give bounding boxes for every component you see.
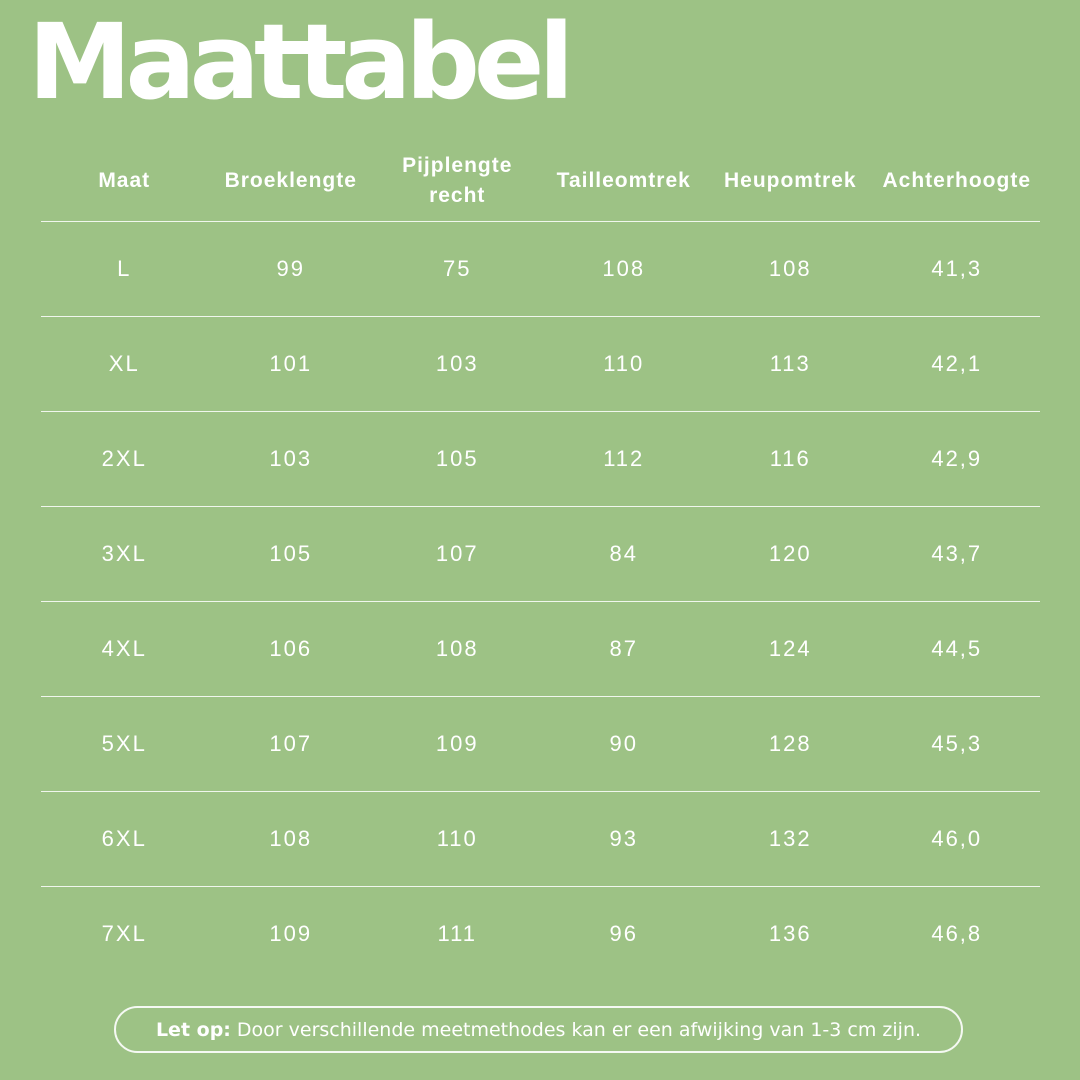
table-cell: 46,8 bbox=[931, 921, 983, 946]
table-cell: 93 bbox=[609, 826, 638, 851]
table-row: 2XL 103 105 112 116 42,9 bbox=[41, 412, 1040, 507]
table-cell: 4XL bbox=[101, 636, 147, 661]
table-cell: 46,0 bbox=[931, 826, 983, 851]
header-achterhoogte: Achterhoogte bbox=[882, 168, 1031, 192]
table-cell: 3XL bbox=[101, 541, 147, 566]
table-cell: 105 bbox=[435, 446, 479, 471]
table-cell: 75 bbox=[443, 256, 472, 281]
table-cell: 84 bbox=[609, 541, 638, 566]
table-cell: 96 bbox=[609, 921, 638, 946]
header-heupomtrek: Heupomtrek bbox=[723, 168, 857, 192]
table-cell: 109 bbox=[269, 921, 313, 946]
table-cell: 108 bbox=[602, 256, 646, 281]
table-cell: 42,1 bbox=[931, 351, 983, 376]
table-cell: 90 bbox=[609, 731, 638, 756]
table-cell: 111 bbox=[437, 921, 477, 946]
table-row: 4XL 106 108 87 124 44,5 bbox=[41, 602, 1040, 697]
table-row: 5XL 107 109 90 128 45,3 bbox=[41, 697, 1040, 792]
table-cell: 42,9 bbox=[931, 446, 983, 471]
table-cell: 116 bbox=[769, 446, 811, 471]
table-cell: XL bbox=[108, 351, 140, 376]
table-header: Maat Broeklengte Pijplengte recht Taille… bbox=[41, 140, 1040, 222]
table-cell: 5XL bbox=[101, 731, 147, 756]
table-cell: 112 bbox=[603, 446, 645, 471]
table-cell: 105 bbox=[269, 541, 313, 566]
table-cell: 109 bbox=[435, 731, 479, 756]
table-cell: 103 bbox=[435, 351, 479, 376]
table-cell: 45,3 bbox=[931, 731, 983, 756]
table-cell: 44,5 bbox=[931, 636, 983, 661]
table-cell: 101 bbox=[269, 351, 313, 376]
page-title: Maattabel bbox=[28, 1, 574, 123]
table-body: L 99 75 108 108 41,3 XL 101 103 110 113 42,1 2XL 103 1… bbox=[41, 222, 1040, 981]
note-box: Let op: Door verschillende meetmethodes … bbox=[114, 1006, 963, 1053]
note-label: Let op: bbox=[155, 1018, 231, 1041]
table-cell: 7XL bbox=[101, 921, 147, 946]
header-maat: Maat bbox=[98, 168, 151, 192]
table-cell: 113 bbox=[769, 351, 811, 376]
note-text: Door verschillende meetmethodes kan er e… bbox=[236, 1018, 922, 1041]
table-cell: 108 bbox=[435, 636, 479, 661]
table-cell: 108 bbox=[768, 256, 812, 281]
table-cell: 41,3 bbox=[931, 256, 983, 281]
table-cell: 6XL bbox=[101, 826, 147, 851]
table-cell: 128 bbox=[768, 731, 812, 756]
table-cell: 107 bbox=[435, 541, 479, 566]
header-pijplengte-recht: Pijplengte recht bbox=[402, 153, 513, 207]
table-cell: 43,7 bbox=[931, 541, 983, 566]
table-row: 6XL 108 110 93 132 46,0 bbox=[41, 792, 1040, 887]
table-cell: 120 bbox=[768, 541, 812, 566]
table-cell: 106 bbox=[269, 636, 313, 661]
header-broeklengte: Broeklengte bbox=[224, 168, 357, 192]
table-cell: 136 bbox=[768, 921, 812, 946]
table-row: 7XL 109 111 96 136 46,8 bbox=[41, 887, 1040, 981]
table-row: XL 101 103 110 113 42,1 bbox=[41, 317, 1040, 412]
table-cell: 2XL bbox=[101, 446, 147, 471]
table-cell: 108 bbox=[269, 826, 313, 851]
table-cell: 103 bbox=[269, 446, 313, 471]
table-cell: 99 bbox=[276, 256, 305, 281]
table-cell: 132 bbox=[768, 826, 812, 851]
table-row: 3XL 105 107 84 120 43,7 bbox=[41, 507, 1040, 602]
table-cell: 87 bbox=[609, 636, 638, 661]
table-cell: 110 bbox=[603, 351, 645, 376]
table-cell: L bbox=[117, 256, 132, 281]
table-cell: 124 bbox=[768, 636, 812, 661]
table-row: L 99 75 108 108 41,3 bbox=[41, 222, 1040, 317]
size-table: Maat Broeklengte Pijplengte recht Taille… bbox=[41, 140, 1040, 981]
table-cell: 110 bbox=[436, 826, 478, 851]
header-tailleomtrek: Tailleomtrek bbox=[556, 168, 691, 192]
table-cell: 107 bbox=[269, 731, 313, 756]
